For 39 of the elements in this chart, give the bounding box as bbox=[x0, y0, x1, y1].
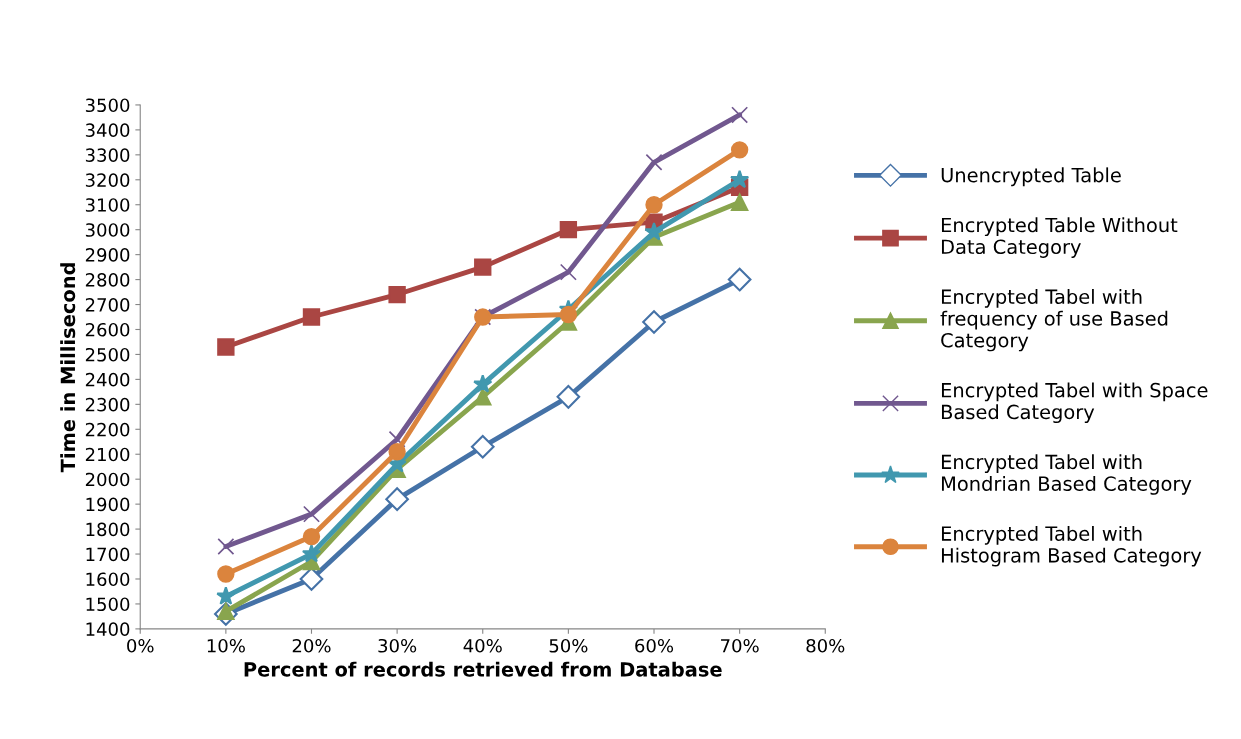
legend-label: Encrypted Tabel with Space Based Category bbox=[941, 382, 1208, 424]
x-tick-label: 70% bbox=[721, 638, 759, 653]
y-tick-label: 1800 bbox=[86, 522, 130, 537]
y-tick-label: 2700 bbox=[85, 298, 130, 312]
y-tick-label: 2500 bbox=[85, 347, 130, 362]
y-tick-label: 2800 bbox=[85, 273, 130, 287]
y-tick-label: 3300 bbox=[85, 148, 130, 162]
y-tick-label: 3000 bbox=[85, 223, 130, 237]
x-tick-label: 0% bbox=[127, 638, 154, 653]
x-tick-label: 20% bbox=[292, 638, 331, 653]
y-tick-label: 2000 bbox=[85, 472, 130, 487]
y-tick-label: 1700 bbox=[86, 547, 130, 562]
y-tick-label: 3100 bbox=[85, 198, 130, 212]
y-tick-label: 2300 bbox=[85, 397, 130, 412]
y-axis-title: Time in Millisecond bbox=[60, 263, 76, 473]
x-axis-title: Percent of records retrieved from Database bbox=[244, 661, 722, 677]
legend-label: Encrypted Table Without Data Category bbox=[941, 217, 1178, 258]
y-tick-label: 2900 bbox=[85, 248, 130, 262]
y-tick-label: 2100 bbox=[85, 447, 130, 462]
x-tick-label: 30% bbox=[378, 638, 417, 653]
x-tick-label: 50% bbox=[549, 638, 588, 653]
y-tick-label: 2200 bbox=[85, 422, 130, 437]
legend-label: Unencrypted Table bbox=[941, 167, 1121, 187]
y-tick-label: 1900 bbox=[86, 497, 130, 512]
x-tick-label: 10% bbox=[207, 638, 245, 653]
y-tick-label: 3500 bbox=[85, 98, 130, 113]
y-tick-label: 3200 bbox=[85, 173, 130, 187]
y-tick-label: 2600 bbox=[85, 322, 130, 337]
legend-label: Encrypted Tabel with frequency of use Based Category bbox=[940, 288, 1168, 352]
y-tick-label: 1500 bbox=[86, 597, 130, 612]
y-tick-label: 3400 bbox=[85, 123, 130, 137]
legend-label: Encrypted Tabel with Histogram Based Category bbox=[941, 525, 1202, 567]
x-tick-label: 40% bbox=[463, 638, 502, 653]
legend-label: Encrypted Tabel with Mondrian Based Category bbox=[941, 454, 1192, 495]
y-tick-label: 1600 bbox=[86, 572, 130, 587]
y-tick-label: 2400 bbox=[85, 372, 130, 387]
x-tick-label: 60% bbox=[635, 638, 674, 653]
y-tick-label: 1400 bbox=[86, 622, 130, 637]
x-tick-label: 80% bbox=[806, 638, 845, 653]
